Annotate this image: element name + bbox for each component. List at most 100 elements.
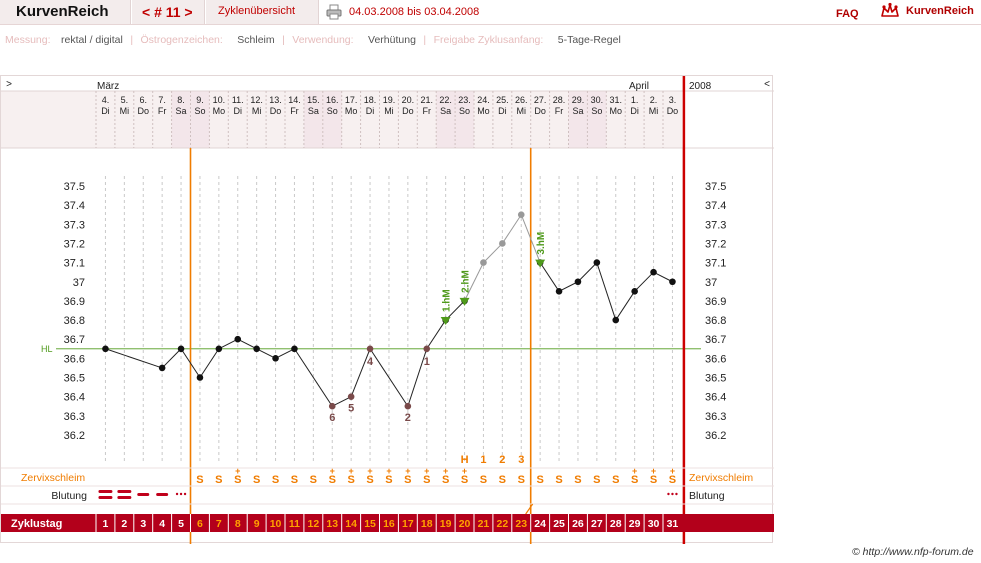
mucus-row-label: Zervixschleim: [21, 472, 85, 484]
temperature-point: [272, 355, 279, 362]
cycle-day-number: 24: [534, 518, 546, 530]
temperature-segment: [483, 243, 503, 263]
day-weekday: So: [459, 106, 470, 116]
point-count-label: 1: [424, 356, 430, 368]
cover-line-label: HL: [41, 344, 53, 354]
cycle-nav-box[interactable]: < # 11 >: [132, 0, 205, 24]
day-date: 16.: [326, 95, 339, 105]
cycle-day-number: 21: [478, 518, 490, 530]
day-date: 3.: [669, 95, 677, 105]
temperature-segment: [445, 300, 465, 321]
mucus-symbol: S: [669, 474, 676, 486]
mucus-symbol: S: [461, 474, 468, 486]
day-weekday: Fr: [423, 106, 432, 116]
cycle-day-number: 1: [103, 518, 109, 530]
mucus-symbol: S: [329, 474, 336, 486]
month-label-april: April: [629, 81, 649, 92]
cycle-day-number: 29: [629, 518, 641, 530]
temperature-segment: [275, 348, 295, 359]
cycle-day-number: 9: [254, 518, 260, 530]
mucus-symbol: S: [234, 474, 241, 486]
bleeding-spot-mark: [183, 492, 187, 496]
printer-icon[interactable]: [326, 4, 342, 20]
mucus-plus: +: [349, 466, 354, 476]
temperature-segment: [237, 338, 257, 350]
point-count-label: 2: [405, 412, 411, 424]
temperature-segment: [161, 348, 182, 369]
day-date: 14.: [288, 95, 301, 105]
temperature-segment: [464, 262, 484, 302]
mucus-symbol: S: [499, 474, 506, 486]
cycle-day-number: 16: [383, 518, 395, 530]
mucus-plus: +: [367, 466, 372, 476]
h-row-label: 2: [499, 454, 505, 466]
temperature-point: [574, 278, 582, 286]
temperature-segment: [558, 281, 579, 292]
cycle-day-number: 27: [591, 518, 603, 530]
temperature-point: [669, 278, 676, 286]
day-weekday: Mo: [213, 106, 226, 116]
y-tick-left: 36.4: [64, 392, 85, 404]
cycle-day-number: 19: [440, 518, 452, 530]
y-tick-left: 37.4: [64, 200, 85, 212]
day-date: 23.: [458, 95, 471, 105]
day-weekday: Sa: [176, 106, 187, 116]
day-date: 29.: [572, 95, 585, 105]
high-mark-triangle: [459, 297, 470, 306]
temperature-point: [215, 345, 223, 353]
cycle-day-number: 8: [235, 518, 241, 530]
weekend-shade: [587, 91, 607, 148]
day-date: 6.: [139, 95, 147, 105]
mucus-symbol: S: [385, 474, 392, 486]
day-weekday: Mo: [609, 106, 622, 116]
mucus-symbol: S: [215, 474, 222, 486]
day-weekday: Sa: [308, 106, 319, 116]
y-tick-right: 37.4: [705, 200, 726, 212]
temperature-segment: [407, 348, 428, 407]
mucus-symbol: S: [196, 474, 203, 486]
temperature-segment: [180, 348, 201, 378]
weekend-shade: [322, 91, 342, 148]
day-weekday: Do: [402, 106, 414, 116]
bleeding-medium-mark: [156, 493, 169, 496]
y-tick-left: 36.7: [64, 334, 85, 346]
high-mark-label: 1.hM: [442, 289, 453, 312]
scroll-left-arrow: >: [6, 79, 12, 90]
cycle-day-number: 7: [216, 518, 222, 530]
bleeding-row-label-right: Blutung: [689, 490, 725, 502]
top-divider: [0, 24, 981, 25]
overview-link[interactable]: Zyklenübersicht: [218, 5, 296, 17]
mucus-symbol: S: [310, 474, 317, 486]
day-weekday: Sa: [440, 106, 451, 116]
temperature-point: [158, 364, 166, 372]
mucus-plus: +: [462, 466, 467, 476]
h-row-label: 1: [480, 454, 486, 466]
temperature-point: [517, 211, 525, 219]
temperature-segment: [577, 262, 598, 283]
day-date: 24.: [477, 95, 490, 105]
day-weekday: Mi: [517, 106, 527, 116]
brand-box: KurvenReich: [0, 0, 131, 24]
faq-link[interactable]: FAQ: [836, 8, 859, 20]
y-tick-left: 36.5: [64, 373, 85, 385]
mucus-symbol: S: [347, 474, 354, 486]
mucus-symbol: S: [291, 474, 298, 486]
y-tick-left: 37: [73, 277, 85, 289]
mucus-plus: +: [651, 466, 656, 476]
day-weekday: So: [327, 106, 338, 116]
temperature-point: [177, 345, 185, 353]
bleeding-row-label: Blutung: [51, 490, 87, 502]
setting-value-estrogen: Schleim: [237, 34, 275, 46]
temperature-point: [253, 345, 260, 353]
day-weekday: Di: [366, 106, 375, 116]
scroll-right-arrow: <: [764, 79, 770, 90]
mucus-symbol: S: [650, 474, 657, 486]
temperature-point: [366, 345, 374, 353]
day-date: 4.: [102, 95, 110, 105]
mucus-plus: +: [235, 466, 240, 476]
overview-box[interactable]: Zyklenübersicht: [206, 0, 319, 24]
bleeding-heavy-mark: [117, 496, 132, 499]
cycle-nav[interactable]: < # 11 >: [142, 4, 193, 20]
day-weekday: Mo: [345, 106, 358, 116]
day-date: 2.: [650, 95, 658, 105]
